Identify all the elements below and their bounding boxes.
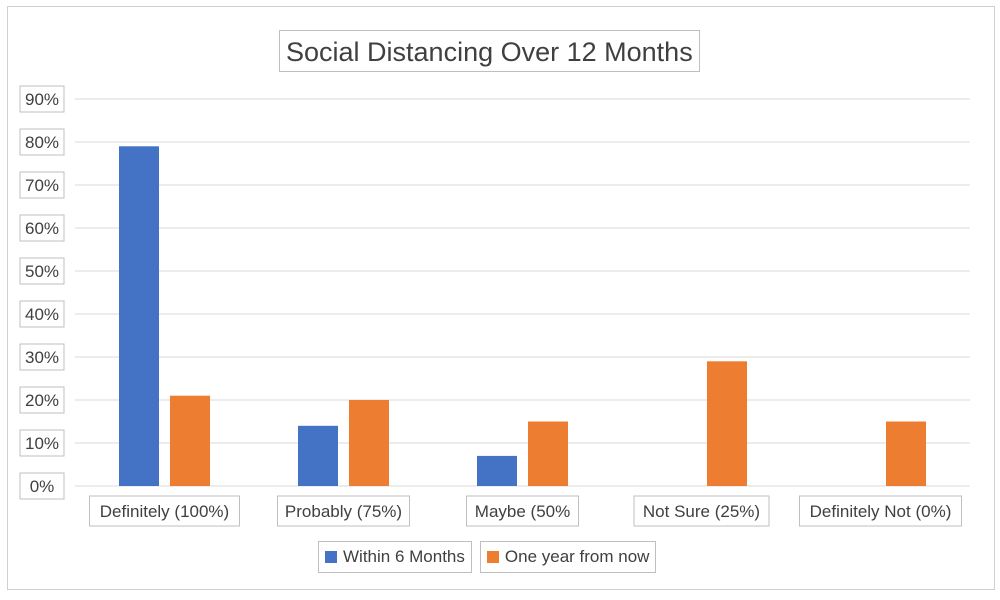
y-tick-box xyxy=(19,171,65,199)
chart-frame xyxy=(7,6,995,590)
legend-label-within-6-months: Within 6 Months xyxy=(343,547,465,566)
bar-one-year-from-now-4 xyxy=(886,421,926,486)
bar-one-year-from-now-0 xyxy=(170,395,210,486)
legend-swatch-one-year-from-now xyxy=(486,551,499,563)
y-tick-label: 40% xyxy=(25,305,59,324)
category-label-box xyxy=(89,495,240,527)
chart-title: Social Distancing Over 12 Months xyxy=(279,30,700,72)
y-tick-box xyxy=(19,472,65,500)
category-label-box xyxy=(277,495,410,527)
legend: Within 6 Months One year from now xyxy=(318,541,657,573)
y-tick-box xyxy=(19,343,65,371)
category-label-box xyxy=(799,495,962,527)
bar-one-year-from-now-3 xyxy=(707,361,747,486)
y-tick-box xyxy=(19,214,65,242)
category-label-box xyxy=(466,495,579,527)
y-tick-label: 20% xyxy=(25,391,59,410)
legend-item-one-year-from-now: One year from now xyxy=(479,541,657,573)
legend-swatch-within-6-months xyxy=(325,551,337,563)
y-tick-label: 90% xyxy=(25,90,59,109)
y-tick-label: 60% xyxy=(25,219,59,238)
bar-one-year-from-now-2 xyxy=(528,421,568,486)
category-label: Definitely (100%) xyxy=(100,502,229,521)
y-tick-box xyxy=(19,257,65,285)
y-tick-label: 80% xyxy=(25,133,59,152)
y-tick-box xyxy=(19,386,65,414)
y-tick-label: 10% xyxy=(25,434,59,453)
category-label: Not Sure (25%) xyxy=(643,502,760,521)
y-tick-label: 50% xyxy=(25,262,59,281)
y-tick-box xyxy=(19,128,65,156)
y-tick-box xyxy=(19,300,65,328)
y-tick-box xyxy=(19,429,65,457)
category-label: Definitely Not (0%) xyxy=(810,502,952,521)
category-label: Probably (75%) xyxy=(285,502,402,521)
bar-within-6-months-1 xyxy=(298,425,338,486)
y-tick-label: 70% xyxy=(25,176,59,195)
category-label-box xyxy=(633,495,770,527)
bar-within-6-months-0 xyxy=(119,146,159,487)
y-tick-box xyxy=(19,85,65,113)
legend-item-within-6-months: Within 6 Months xyxy=(318,541,472,573)
category-label: Maybe (50% xyxy=(475,502,570,521)
y-tick-label: 30% xyxy=(25,348,59,367)
bar-within-6-months-2 xyxy=(477,455,517,486)
legend-label-one-year-from-now: One year from now xyxy=(504,547,650,566)
y-tick-label: 0% xyxy=(30,477,55,496)
bar-one-year-from-now-1 xyxy=(349,400,389,486)
